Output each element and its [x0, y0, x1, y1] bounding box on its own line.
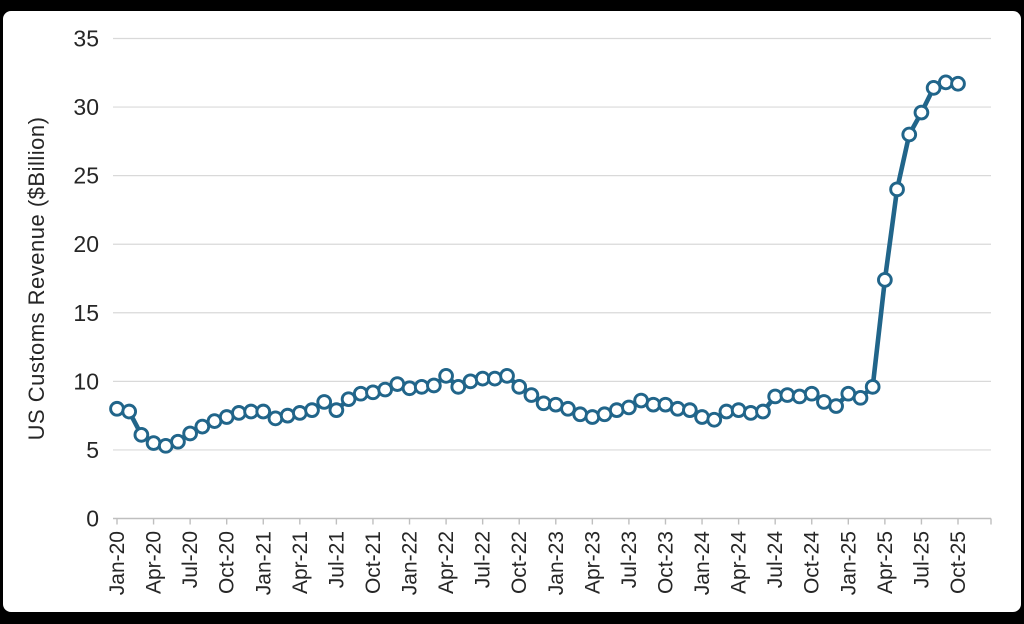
- x-tick-label: Oct-23: [654, 531, 677, 594]
- y-tick-label: 15: [73, 300, 99, 326]
- data-point: [316, 394, 333, 410]
- data-point: [889, 181, 905, 198]
- data-point: [109, 400, 125, 417]
- y-axis-title: US Customs Revenue ($Billion): [24, 117, 49, 441]
- data-point: [255, 403, 272, 420]
- y-tick-label: 20: [73, 231, 99, 257]
- data-point: [499, 368, 515, 384]
- x-tick-label: Oct-20: [216, 531, 239, 594]
- data-point: [365, 384, 381, 401]
- x-tick-label: Apr-21: [289, 531, 312, 594]
- x-tick-label: Jan-21: [252, 531, 275, 595]
- data-point: [608, 402, 625, 419]
- data-point: [279, 407, 296, 424]
- data-point: [572, 406, 589, 423]
- x-axis-ticks: [116, 518, 992, 525]
- data-point: [304, 402, 320, 419]
- x-tick-label: Jan-24: [691, 531, 714, 596]
- data-point: [194, 418, 211, 435]
- data-point: [852, 389, 869, 406]
- data-point: [621, 399, 637, 416]
- data-point: [450, 378, 467, 395]
- x-tick-label: Jan-20: [106, 531, 129, 595]
- data-point: [901, 126, 918, 143]
- data-point: [182, 425, 198, 442]
- data-point: [913, 104, 930, 121]
- x-tick-label: Oct-21: [362, 531, 385, 594]
- data-point: [377, 381, 393, 398]
- data-point: [438, 368, 454, 384]
- x-tick-label: Jan-25: [837, 531, 860, 595]
- x-tick-label: Jul-25: [910, 531, 933, 588]
- x-tick-label: Oct-25: [947, 531, 970, 594]
- data-point: [291, 405, 308, 421]
- x-tick-label: Oct-22: [508, 531, 531, 594]
- x-tick-label: Jul-22: [472, 531, 495, 588]
- y-tick-label: 25: [73, 163, 99, 189]
- data-point: [340, 391, 357, 408]
- data-point: [121, 403, 138, 420]
- data-point: [426, 377, 442, 394]
- data-point: [328, 402, 345, 419]
- data-point: [584, 409, 601, 425]
- data-point: [791, 388, 808, 405]
- gridlines: [113, 37, 991, 451]
- x-tick-label: Jul-24: [764, 531, 787, 589]
- y-tick-label: 30: [73, 94, 99, 120]
- y-tick-label: 10: [73, 368, 99, 394]
- data-point: [560, 400, 576, 417]
- data-point: [170, 433, 186, 450]
- x-tick-label: Jul-21: [325, 531, 348, 588]
- data-point: [925, 80, 942, 96]
- x-axis-labels: Jan-20 Apr-20 Jul-20 Oct-20 Jan-21 Apr-21 Jul-…: [106, 531, 970, 596]
- data-point: [267, 410, 284, 427]
- data-point: [682, 402, 698, 419]
- x-tick-label: Jul-23: [618, 531, 641, 588]
- x-tick-label: Oct-24: [801, 531, 824, 594]
- data-point: [133, 426, 150, 443]
- data-point: [145, 435, 162, 451]
- data-point: [523, 387, 540, 403]
- y-tick-label: 5: [86, 437, 99, 463]
- data-point: [694, 409, 710, 425]
- data-point: [706, 411, 723, 428]
- x-tick-label: Jul-20: [179, 531, 202, 588]
- x-tick-label: Apr-24: [728, 531, 751, 594]
- x-tick-label: Apr-23: [581, 531, 604, 594]
- y-axis-labels: 0 5 10 15 20 25 30 35: [73, 26, 99, 532]
- x-tick-label: Jan-22: [399, 531, 422, 595]
- x-tick-label: Apr-22: [435, 531, 458, 594]
- x-tick-label: Jan-23: [545, 531, 568, 595]
- data-point: [730, 402, 747, 419]
- data-point: [803, 385, 820, 402]
- data-points: [109, 74, 966, 454]
- y-tick-label: 0: [86, 506, 99, 532]
- x-tick-label: Apr-25: [874, 531, 897, 594]
- data-point: [877, 272, 893, 288]
- data-point: [511, 378, 528, 395]
- chart-panel: [3, 11, 1021, 612]
- data-point: [864, 378, 881, 395]
- data-point: [755, 403, 771, 420]
- data-point: [462, 373, 479, 390]
- data-point: [828, 398, 844, 414]
- y-tick-label: 35: [73, 26, 99, 52]
- data-point: [486, 370, 503, 387]
- x-tick-label: Apr-20: [143, 531, 166, 594]
- data-point: [950, 75, 966, 92]
